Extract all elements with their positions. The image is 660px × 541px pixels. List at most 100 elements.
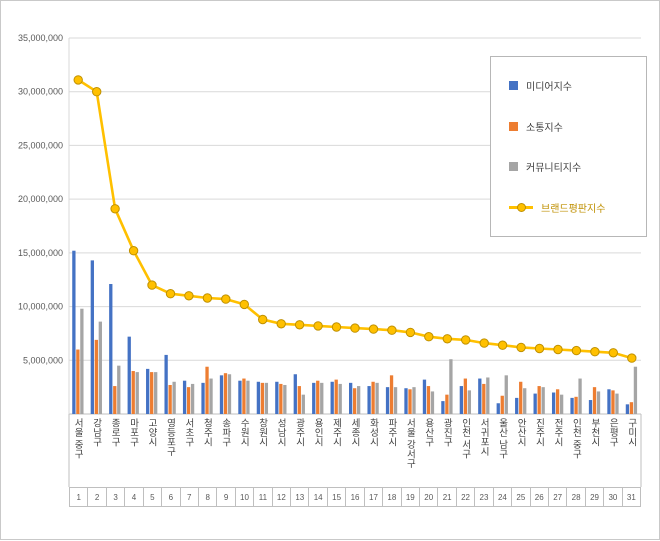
category-number: 19 [402,488,421,506]
category-number: 17 [365,488,384,506]
bar [404,388,408,414]
bar [90,260,94,414]
y-tick-label: 25,000,000 [18,140,63,150]
bar [283,384,287,414]
legend-item-community-index: 커뮤니티지수 [509,159,640,174]
line-marker [534,343,545,354]
category-number: 31 [623,488,642,506]
bar [205,366,209,414]
category-number: 12 [273,488,292,506]
line-marker [497,340,508,350]
bar [223,373,228,414]
bar [408,389,412,414]
category-number: 20 [420,488,439,506]
bar [301,394,305,414]
bar [297,386,301,414]
line-marker [368,324,379,334]
bar [596,391,601,414]
bar [113,386,117,414]
bar [500,395,504,414]
legend-square-orange-icon [509,121,518,131]
line-marker [553,344,563,355]
bar [578,378,582,414]
bar [219,375,224,414]
line-marker [258,314,268,325]
line-marker [608,348,618,358]
line-marker [350,323,360,333]
line-marker [571,345,582,356]
category-number: 24 [494,488,513,506]
line-marker [110,204,120,214]
category-number: 30 [604,488,623,506]
y-tick-label: 5,000,000 [23,355,63,365]
legend-item-communication-index: 소통지수 [509,119,640,134]
category-number: 23 [475,488,494,506]
category-number: 16 [346,488,365,506]
category-number-row: 1 2 3 4 5 6 7 8 9 10 11 12 13 14 15 16 17 18 19 20 21 22 23 24 2… [69,487,642,507]
bar [541,387,545,414]
category-number: 8 [199,488,218,506]
bar [486,377,490,414]
bar [496,403,500,414]
line-marker [627,353,637,363]
category-number: 14 [309,488,328,506]
bar [172,381,176,414]
y-tick-label: 15,000,000 [18,248,63,258]
line-marker [516,342,526,353]
category-number: 4 [125,488,144,506]
bar [555,389,560,414]
bar [312,382,316,414]
bar [98,321,102,414]
bar [260,382,265,414]
line-marker [405,327,416,338]
legend-item-media-index: 미디어지수 [509,78,640,93]
category-number: 27 [549,488,568,506]
legend-item-brand-reputation-index: 브랜드평판지수 [509,200,640,215]
line-marker [387,325,397,335]
bar [242,378,246,414]
category-number: 15 [328,488,347,506]
bar [393,387,398,414]
line-marker [165,289,176,299]
line-marker [294,320,305,330]
category-number: 18 [383,488,402,506]
bar [449,359,453,414]
bar [209,378,213,414]
bar [127,336,131,414]
bar [338,383,342,414]
line-marker [147,280,157,290]
line-marker [313,321,323,331]
bar [412,387,416,414]
bar [463,378,468,414]
category-number: 25 [512,488,531,506]
line-marker [184,291,194,301]
bar [551,392,556,414]
bar [482,383,486,414]
line-marker [239,299,250,310]
category-number: 9 [217,488,236,506]
bar [293,374,297,414]
line-marker [590,347,600,357]
bar [109,284,113,414]
bar [504,375,508,414]
bar [246,380,250,414]
line-marker [128,246,139,256]
y-tick-label: 10,000,000 [18,302,63,312]
bar [559,394,564,414]
bar [275,381,279,414]
legend-label-community-index: 커뮤니티지수 [526,163,582,175]
legend-square-gray-icon [509,162,518,172]
bar [146,368,150,414]
bar [611,390,615,414]
bar [357,386,361,414]
category-number: 5 [144,488,163,506]
line-marker [461,335,471,345]
bar [478,378,482,414]
legend-label-media-index: 미디어지수 [526,81,572,93]
bar [629,402,634,414]
bar [334,379,338,414]
category-number: 10 [236,488,255,506]
bar [186,387,191,414]
